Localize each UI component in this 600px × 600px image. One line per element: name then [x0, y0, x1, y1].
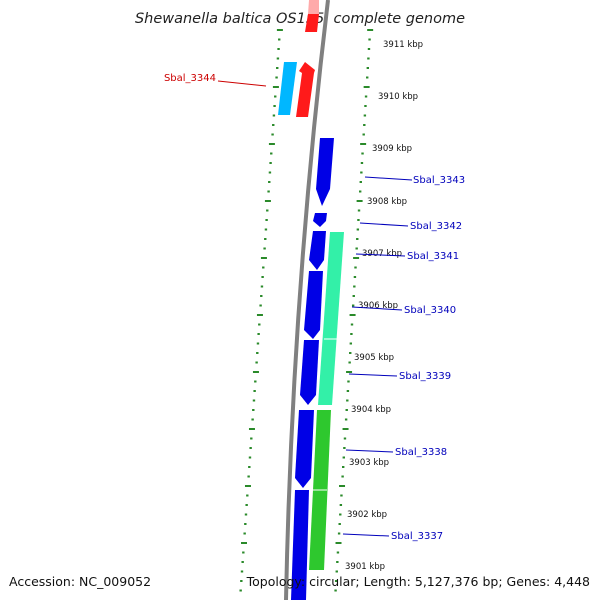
gene-arrow-sbal-3342 [313, 213, 327, 227]
gene-arrow-sbal-3340 [304, 271, 323, 339]
gene-label: Sbal_3338 [395, 447, 447, 458]
gene-arrow-sbal-3337 [291, 490, 309, 600]
gene-arrow-forward [305, 14, 319, 32]
gene-label: Sbal_3340 [404, 305, 456, 316]
kbp-label: 3905 kbp [354, 353, 394, 363]
gene-leader-line [217, 80, 267, 87]
kbp-label: 3911 kbp [383, 40, 423, 50]
kbp-label: 3904 kbp [351, 405, 391, 415]
gene-arrow-sbal-3344 [296, 62, 315, 117]
gene-label: Sbal_3342 [410, 221, 462, 232]
gene-labels: Sbal_3344 Sbal_3343 Sbal_3342 Sbal_3341 Sbal… [164, 73, 465, 542]
gene-leader-line [345, 449, 394, 453]
gene-label: Sbal_3343 [413, 175, 465, 186]
kbp-label: 3906 kbp [358, 301, 398, 311]
gene-arrow-sbal-3341 [309, 231, 326, 270]
map-title: Shewanella baltica OS155, complete genom… [135, 11, 465, 27]
kbp-scale: 3911 kbp 3910 kbp 3909 kbp 3908 kbp 3907 kbp… [345, 40, 423, 572]
kbp-label: 3901 kbp [345, 562, 385, 572]
inner-tick-track [334, 29, 374, 592]
kbp-label: 3903 kbp [349, 458, 389, 468]
gene-label: Sbal_3337 [391, 531, 443, 542]
gene-leader-line [359, 222, 409, 227]
gene-label: Sbal_3344 [164, 73, 216, 84]
feature-light-block [318, 232, 344, 405]
accession-text: Accession: NC_009052 [9, 574, 151, 589]
gene-arrow-sbal-3343 [316, 138, 334, 206]
gene-label: Sbal_3341 [407, 251, 459, 262]
gene-leader-line [355, 253, 406, 257]
gene-leader-line [342, 533, 390, 537]
genome-backbone [284, 0, 330, 600]
gene-arrow-light [278, 62, 297, 115]
kbp-label: 3909 kbp [372, 144, 412, 154]
gene-leader-line [351, 306, 403, 311]
gene-arrow-sbal-3338 [295, 410, 314, 488]
gene-leader-line [348, 373, 398, 377]
kbp-label: 3907 kbp [362, 249, 402, 259]
kbp-label: 3910 kbp [378, 92, 418, 102]
outer-tick-track [239, 29, 283, 592]
feature-track [278, 0, 344, 600]
gene-leader-line [364, 176, 413, 181]
summary-text: Topology: circular; Length: 5,127,376 bp… [246, 574, 590, 589]
gene-arrow-forward-faded [308, 0, 319, 14]
kbp-label: 3902 kbp [347, 510, 387, 520]
gene-arrow-sbal-3339 [300, 340, 319, 405]
gene-label: Sbal_3339 [399, 371, 451, 382]
kbp-label: 3908 kbp [367, 197, 407, 207]
